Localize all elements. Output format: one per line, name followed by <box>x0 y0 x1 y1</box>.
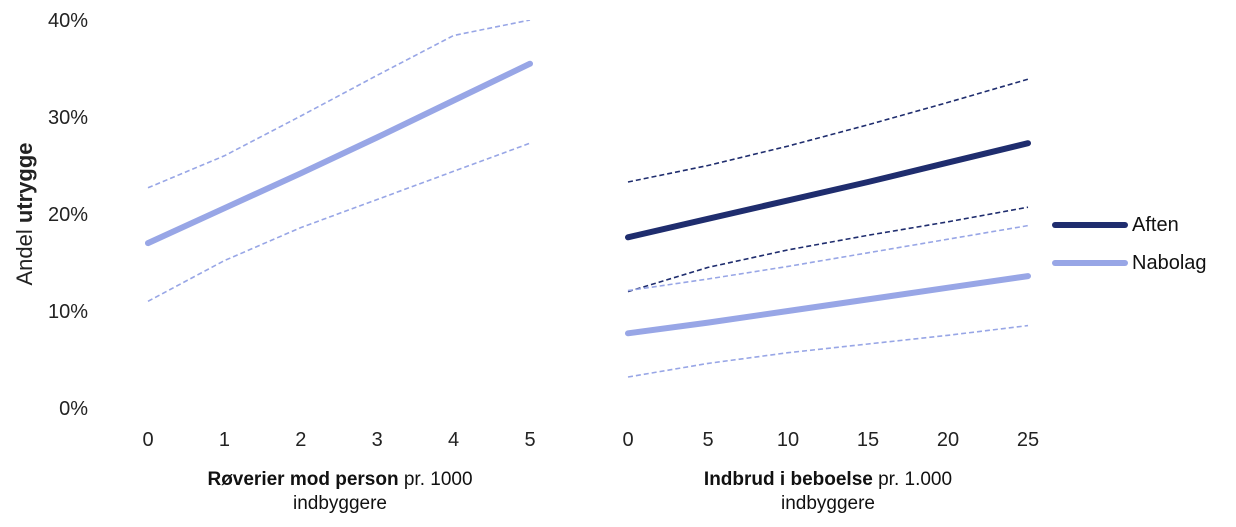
y-tick-label: 0% <box>59 398 88 420</box>
y-axis-label-bold: utrygge <box>12 142 37 223</box>
y-axis-label-prefix: Andel <box>12 223 37 285</box>
legend-item-aften: Aften <box>1052 206 1207 244</box>
x-axis-label-indbrud-rest: pr. 1.000 <box>872 469 953 490</box>
ci-line-ci-upper-aften <box>627 78 1029 183</box>
x-tick-label: 15 <box>857 429 879 451</box>
x-tick-label: 25 <box>1017 429 1039 451</box>
series-line-aften <box>625 140 1031 241</box>
series-line-nabolag <box>625 273 1031 337</box>
x-tick-label: 20 <box>937 429 959 451</box>
ci-line-ci-upper-nabolag <box>147 20 531 189</box>
y-axis-label: Andel utrygge <box>12 142 37 285</box>
x-tick-label: 2 <box>295 429 306 451</box>
y-tick-label: 10% <box>48 301 88 323</box>
y-tick-label: 30% <box>48 107 88 129</box>
x-axis-label-indbrud-line2: indbyggere <box>780 493 876 514</box>
x-tick-label: 5 <box>524 429 535 451</box>
ci-line-ci-lower-nabolag <box>627 324 1029 378</box>
x-tick-label: 0 <box>142 429 153 451</box>
ci-line-ci-upper-nabolag <box>627 224 1029 292</box>
x-tick-label: 5 <box>702 429 713 451</box>
x-axis-label-roeverier-rest: pr. 1000 <box>398 469 473 490</box>
x-axis-label-indbrud: Indbrud i beboelse pr. 1.000 indbyggere <box>618 468 1038 516</box>
x-tick-label: 3 <box>372 429 383 451</box>
legend-label-nabolag: Nabolag <box>1132 251 1207 274</box>
ci-line-ci-lower-aften <box>627 206 1029 293</box>
legend: Aften Nabolag <box>1052 206 1207 282</box>
x-axis-label-indbrud-bold: Indbrud i beboelse <box>703 469 873 490</box>
legend-item-nabolag: Nabolag <box>1052 244 1207 282</box>
x-tick-label: 1 <box>219 429 230 451</box>
x-axis-label-roeverier-bold: Røverier mod person <box>207 469 399 490</box>
x-tick-label: 0 <box>622 429 633 451</box>
x-tick-label: 4 <box>448 429 459 451</box>
panel-indbrud: 0 5 10 15 20 25 <box>622 78 1039 451</box>
ci-line-ci-lower-nabolag <box>147 142 531 303</box>
y-tick-label: 40% <box>48 10 88 32</box>
series-line-nabolag <box>145 60 533 247</box>
panel-roeverier: 0 1 2 3 4 5 <box>142 20 536 451</box>
legend-swatch-nabolag <box>1052 260 1128 266</box>
legend-swatch-aften <box>1052 222 1128 228</box>
legend-label-aften: Aften <box>1132 213 1179 236</box>
x-axis-label-roeverier-line2: indbyggere <box>292 493 388 514</box>
x-tick-label: 10 <box>777 429 799 451</box>
x-axis-label-roeverier: Røverier mod person pr. 1000 indbyggere <box>130 468 550 516</box>
y-tick-label: 20% <box>48 204 88 226</box>
